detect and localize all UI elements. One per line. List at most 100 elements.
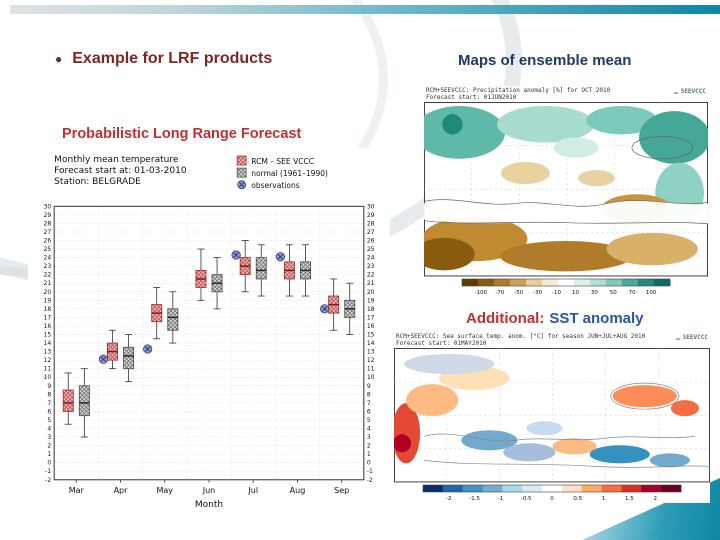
precip-map-header: RCM+SEEVCCC: Precipitation anomaly [%] f… bbox=[424, 86, 708, 102]
svg-text:9: 9 bbox=[47, 383, 51, 390]
svg-text:23: 23 bbox=[43, 263, 51, 270]
svg-text:5: 5 bbox=[367, 417, 371, 424]
sst-coastlines bbox=[424, 383, 710, 469]
svg-text:19: 19 bbox=[43, 297, 51, 304]
svg-text:Forecast start at: 01-03-2010: Forecast start at: 01-03-2010 bbox=[54, 166, 187, 176]
svg-text:25: 25 bbox=[43, 246, 51, 253]
svg-text:11: 11 bbox=[367, 366, 375, 373]
precip-coastlines bbox=[424, 136, 708, 225]
svg-text:Monthly mean temperature: Monthly mean temperature bbox=[54, 155, 179, 165]
svg-text:10: 10 bbox=[572, 290, 579, 296]
sst-map-header: RCM+SEEVCCC: Sea surface temp. anom. [°C… bbox=[394, 332, 710, 348]
precip-negative-anomaly-blobs bbox=[424, 162, 698, 272]
svg-text:15: 15 bbox=[43, 332, 51, 339]
svg-text:0: 0 bbox=[47, 460, 51, 467]
svg-text:-100: -100 bbox=[475, 290, 488, 296]
svg-text:-10: -10 bbox=[552, 290, 561, 296]
svg-text:normal (1961–1990): normal (1961–1990) bbox=[251, 169, 328, 178]
seevccc-logo-text: SEEVCCC bbox=[680, 88, 706, 96]
svg-text:30: 30 bbox=[591, 290, 598, 296]
svg-text:-0.5: -0.5 bbox=[521, 496, 532, 502]
svg-text:1: 1 bbox=[602, 496, 606, 502]
svg-text:9: 9 bbox=[367, 383, 371, 390]
svg-text:-1: -1 bbox=[498, 496, 503, 502]
svg-text:18: 18 bbox=[43, 306, 51, 313]
svg-text:29: 29 bbox=[367, 212, 375, 219]
svg-text:3: 3 bbox=[47, 434, 51, 441]
svg-text:2: 2 bbox=[47, 443, 51, 450]
svg-text:29: 29 bbox=[43, 212, 51, 219]
svg-text:-1: -1 bbox=[367, 468, 373, 475]
svg-text:24: 24 bbox=[43, 255, 51, 262]
sst-map-header-text: RCM+SEEVCCC: Sea surface temp. anom. [°C… bbox=[396, 333, 645, 347]
top-gradient-bar bbox=[10, 5, 720, 14]
svg-text:Aug: Aug bbox=[290, 486, 306, 495]
sst-anomaly-map bbox=[394, 348, 710, 483]
svg-text:12: 12 bbox=[367, 357, 375, 364]
svg-text:3: 3 bbox=[367, 434, 371, 441]
svg-text:7: 7 bbox=[47, 400, 51, 407]
svg-text:5: 5 bbox=[47, 417, 51, 424]
precip-map-header-text: RCM+SEEVCCC: Precipitation anomaly [%] f… bbox=[426, 87, 610, 101]
svg-text:26: 26 bbox=[367, 238, 375, 245]
svg-text:1: 1 bbox=[367, 451, 371, 458]
sst-map-title: RCM+SEEVCCC: Sea surface temp. anom. [°C… bbox=[396, 333, 646, 340]
sst-warm-blobs bbox=[394, 366, 699, 464]
svg-text:6: 6 bbox=[47, 408, 51, 415]
svg-text:-1: -1 bbox=[45, 468, 51, 475]
sst-map-panel: RCM+SEEVCCC: Sea surface temp. anom. [°C… bbox=[394, 332, 710, 503]
svg-text:8: 8 bbox=[367, 391, 371, 398]
probabilistic-lrf-heading: Probabilistic Long Range Forecast bbox=[62, 126, 302, 142]
svg-text:4: 4 bbox=[47, 426, 51, 433]
svg-text:1: 1 bbox=[47, 451, 51, 458]
svg-text:100: 100 bbox=[646, 290, 657, 296]
svg-text:2: 2 bbox=[367, 443, 371, 450]
svg-text:-30: -30 bbox=[533, 290, 542, 296]
svg-text:-1.5: -1.5 bbox=[469, 496, 480, 502]
svg-text:15: 15 bbox=[367, 332, 375, 339]
sst-map-subtitle: Forecast start: 01MAY2010 bbox=[396, 340, 487, 348]
svg-text:-2: -2 bbox=[446, 496, 451, 502]
svg-text:Month: Month bbox=[195, 500, 223, 510]
svg-text:20: 20 bbox=[367, 289, 375, 296]
slide-title-text: Example for LRF products bbox=[72, 50, 273, 67]
svg-text:1.5: 1.5 bbox=[625, 496, 634, 502]
precip-colorbar: -100 -70 -50 -30 -10 10 30 50 70 100 bbox=[461, 278, 671, 296]
maps-of-ensemble-mean-heading: Maps of ensemble mean bbox=[458, 52, 632, 69]
svg-text:11: 11 bbox=[43, 366, 51, 373]
svg-text:Jul: Jul bbox=[247, 486, 258, 495]
boxplot-chart-panel: -2 -2 -1 -1 0 0 1 1 2 2 3 3 4 4 5 5 6 6 7 7 8 8 9 9 10 10 11 11 12 12… bbox=[28, 148, 390, 522]
svg-text:Station: BELGRADE: Station: BELGRADE bbox=[54, 177, 141, 187]
precip-map-panel: RCM+SEEVCCC: Precipitation anomaly [%] f… bbox=[424, 86, 708, 297]
svg-text:13: 13 bbox=[43, 349, 51, 356]
svg-text:21: 21 bbox=[43, 280, 51, 287]
seevccc-logo: ☁ SEEVCCC bbox=[673, 87, 706, 97]
svg-text:RCM – SEE VCCC: RCM – SEE VCCC bbox=[251, 157, 314, 166]
svg-text:Apr: Apr bbox=[114, 486, 129, 495]
svg-text:6: 6 bbox=[367, 408, 371, 415]
svg-text:20: 20 bbox=[43, 289, 51, 296]
svg-text:0: 0 bbox=[550, 496, 554, 502]
mediterranean-sea bbox=[424, 200, 708, 227]
svg-text:0.5: 0.5 bbox=[573, 496, 582, 502]
svg-text:7: 7 bbox=[367, 400, 371, 407]
sst-cold-blobs bbox=[404, 354, 690, 468]
sst-colorbar-wrap: -2 -1.5 -1 -0.5 0 0.5 1 1.5 2 bbox=[394, 483, 710, 503]
svg-text:12: 12 bbox=[43, 357, 51, 364]
slide-title: ● Example for LRF products bbox=[55, 50, 272, 68]
svg-text:10: 10 bbox=[367, 374, 375, 381]
svg-text:22: 22 bbox=[367, 272, 375, 279]
svg-text:Sep: Sep bbox=[334, 486, 349, 495]
svg-text:Mar: Mar bbox=[69, 486, 85, 495]
svg-text:22: 22 bbox=[43, 272, 51, 279]
sst-colorbar: -2 -1.5 -1 -0.5 0 0.5 1 1.5 2 bbox=[422, 484, 682, 502]
svg-text:17: 17 bbox=[367, 314, 375, 321]
precip-colorbar-wrap: -100 -70 -50 -30 -10 10 30 50 70 100 bbox=[424, 277, 708, 297]
svg-text:10: 10 bbox=[43, 374, 51, 381]
cloud-icon: ☁ bbox=[672, 86, 679, 97]
svg-text:16: 16 bbox=[367, 323, 375, 330]
svg-text:23: 23 bbox=[367, 263, 375, 270]
svg-text:26: 26 bbox=[43, 238, 51, 245]
